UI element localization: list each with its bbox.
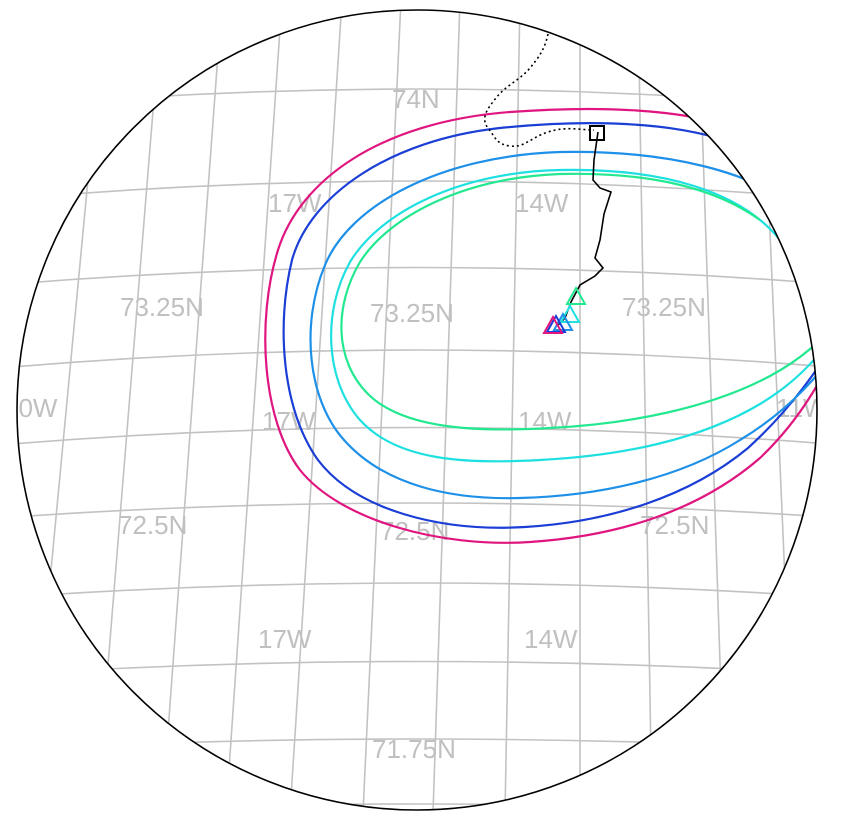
label-73-25n-left: 73.25N [120, 292, 204, 322]
label-14w-mid: 14W [518, 406, 572, 436]
grid-labels: 74N 17W 14W 73.25N 73.25N 73.25N 20W 17W… [4, 84, 817, 764]
triangle-magenta [542, 314, 564, 334]
drifter-track [483, 33, 612, 327]
label-73-25n-right: 73.25N [622, 292, 706, 322]
parallel-74n [17, 180, 817, 201]
label-71-75n: 71.75N [372, 734, 456, 764]
parallel-72-5n [17, 582, 817, 599]
start-square-marker [589, 125, 605, 141]
meridian-20w [95, 10, 163, 810]
meridian-14w [504, 10, 521, 810]
meridian-19w [161, 10, 223, 810]
contours [264, 107, 817, 544]
contour-blue [282, 122, 817, 529]
meridian-12w [637, 10, 653, 810]
label-72-5n-right: 72.5N [640, 510, 709, 540]
label-74n: 74N [392, 84, 440, 114]
contour-magenta [264, 107, 817, 544]
label-14w-top: 14W [515, 188, 569, 218]
longitude-grid [27, 10, 796, 810]
map-boundary-circle [16, 9, 818, 811]
track-solid-segment [556, 131, 612, 327]
parallel-73-75n [17, 266, 817, 286]
parallel-72-25n [17, 660, 817, 676]
parallel-74-5n [17, 10, 817, 11]
triangle-green [565, 285, 587, 305]
contour-green [340, 172, 817, 431]
triangle-cyan [559, 303, 581, 323]
parallel-73n [17, 426, 817, 446]
meridian-17w [289, 10, 343, 810]
meridian-18w [225, 10, 283, 810]
label-17w-mid: 17W [262, 406, 316, 436]
meridian-16w [362, 10, 402, 810]
contour-azure [309, 150, 817, 500]
parallel-73-25n [17, 349, 817, 369]
contour-cyan [330, 168, 817, 463]
label-20w: 20W [4, 393, 58, 423]
label-72-5n-left: 72.5N [118, 510, 187, 540]
label-14w-bottom: 14W [524, 624, 578, 654]
label-17w-bottom: 17W [258, 624, 312, 654]
label-73-25n-center: 73.25N [370, 298, 454, 328]
end-markers [542, 285, 587, 334]
parallel-71-75n [17, 803, 817, 810]
